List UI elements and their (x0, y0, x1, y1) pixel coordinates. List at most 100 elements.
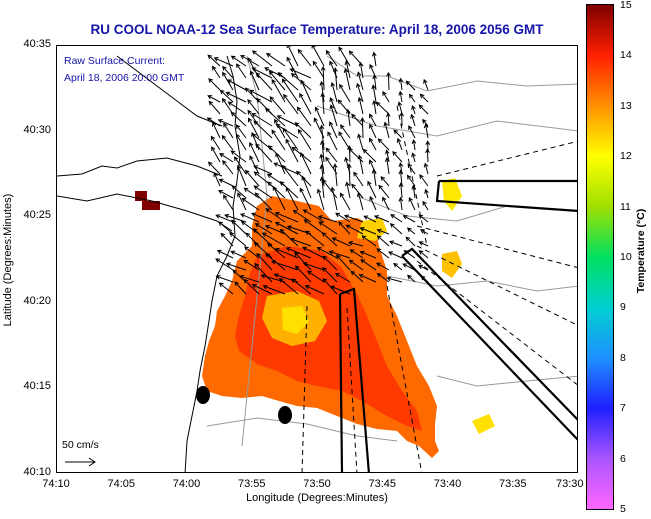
current-vector (274, 211, 299, 223)
current-vector (329, 104, 338, 127)
current-vector (332, 163, 338, 187)
current-vector (398, 77, 404, 91)
current-vector (376, 228, 390, 235)
x-tick-label: 73:50 (303, 478, 331, 490)
current-vector (396, 137, 403, 151)
current-vector (299, 92, 312, 115)
current-vector (338, 131, 351, 151)
current-vector (234, 156, 247, 175)
current-vector (314, 106, 325, 127)
sst-map-panel (56, 45, 578, 473)
current-vector (252, 228, 273, 247)
current-vector (375, 262, 390, 271)
current-vector (275, 152, 286, 175)
current-vector (294, 251, 312, 271)
current-vector (376, 272, 390, 283)
current-vector (425, 140, 431, 151)
current-vector (278, 278, 299, 295)
current-vector (296, 170, 312, 187)
current-vector (383, 121, 390, 139)
current-vector (398, 182, 404, 199)
current-vector (329, 97, 338, 115)
current-vector (251, 50, 273, 67)
current-vector (322, 178, 338, 199)
current-vector (360, 259, 377, 271)
current-vector (222, 65, 234, 79)
sst-patch-land (142, 201, 160, 210)
current-vector (224, 213, 247, 223)
current-vector (422, 200, 429, 211)
x-tick-label: 73:30 (555, 478, 584, 490)
y-tick-label: 40:10 (23, 466, 51, 478)
current-vector (329, 121, 338, 139)
colorbar-tick-label: 9 (620, 301, 626, 314)
colorbar-tick-label: 8 (620, 351, 626, 364)
current-vector (243, 246, 260, 259)
current-vector (294, 265, 312, 283)
current-vector (425, 148, 430, 163)
current-vector (294, 121, 312, 139)
current-vector (219, 153, 234, 163)
current-vectors (206, 46, 431, 295)
current-vector (356, 192, 364, 211)
current-vector (283, 93, 299, 115)
current-vector (339, 83, 351, 103)
current-vector (398, 169, 404, 187)
current-vector (281, 164, 299, 187)
current-vector (301, 175, 312, 199)
current-vector (330, 186, 338, 211)
current-vector (238, 274, 260, 283)
current-vector (316, 247, 338, 259)
x-tick-label: 74:05 (107, 478, 136, 490)
legend-line-1: Raw Surface Current: (64, 55, 165, 67)
current-vector (297, 128, 312, 151)
colorbar-label: Temperature (°C) (635, 208, 647, 294)
current-vector (357, 96, 364, 115)
current-vector (227, 101, 247, 115)
current-vector (230, 55, 247, 67)
colorbar-tick-label: 6 (620, 452, 626, 465)
sst-field (135, 178, 495, 458)
scale-arrow (65, 457, 96, 467)
current-vector (217, 190, 234, 199)
current-vector (241, 197, 260, 211)
current-vector (221, 97, 234, 115)
current-vector (320, 92, 326, 115)
current-vector (218, 221, 234, 235)
current-vector (393, 129, 403, 139)
current-vector (367, 180, 377, 199)
current-vector (267, 242, 286, 259)
current-vector (265, 208, 286, 223)
map-title: RU COOL NOAA-12 Sea Surface Temperature:… (90, 22, 544, 37)
current-vector (405, 80, 416, 91)
current-vector (344, 60, 351, 79)
current-vector (406, 227, 416, 235)
current-vector (236, 164, 247, 187)
colorbar-tick-label: 7 (620, 402, 626, 415)
current-vector (222, 71, 234, 91)
current-vector (327, 131, 338, 151)
current-vector (358, 61, 364, 79)
current-vector (390, 214, 403, 223)
current-vector (251, 212, 273, 223)
current-vector (302, 209, 325, 223)
current-vector (289, 237, 312, 247)
current-vector (320, 65, 326, 91)
current-vector (271, 129, 286, 151)
current-vector (249, 70, 260, 91)
current-vector (382, 90, 390, 103)
current-vector (279, 228, 299, 247)
current-vector (230, 150, 247, 163)
current-vector (386, 71, 391, 91)
current-vector (251, 113, 273, 127)
current-vector (334, 272, 351, 283)
current-vector (300, 152, 312, 175)
current-vector (249, 155, 260, 175)
current-vector (286, 46, 299, 67)
current-vector (260, 274, 286, 283)
y-tick-label: 40:35 (23, 38, 51, 50)
current-vector (230, 111, 247, 127)
current-vector (235, 133, 247, 151)
current-vector (419, 174, 429, 187)
sst-patch-yellow (357, 218, 387, 241)
